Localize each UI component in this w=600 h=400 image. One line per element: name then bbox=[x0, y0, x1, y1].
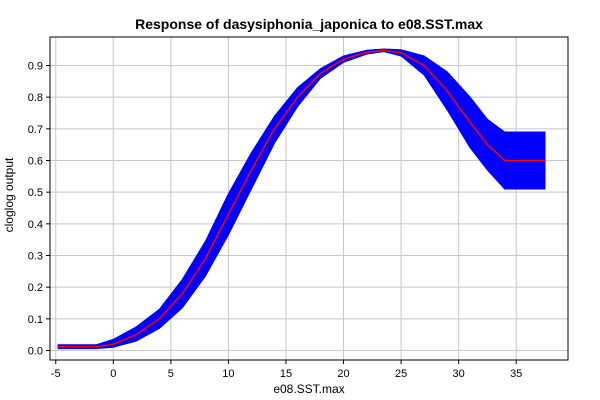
mean-response-line bbox=[58, 49, 545, 348]
plot-frame bbox=[49, 36, 569, 361]
mean-response-polyline bbox=[58, 49, 545, 348]
x-tick-label: 30 bbox=[453, 368, 465, 380]
y-tick-label: 0.5 bbox=[28, 187, 43, 199]
y-axis-label: cloglog output bbox=[2, 157, 16, 232]
x-tick-label: 20 bbox=[337, 368, 349, 380]
y-tick-label: 0.4 bbox=[28, 219, 43, 231]
grid bbox=[50, 37, 568, 360]
x-axis-ticks: -5 0 5 10 15 20 25 30 35 bbox=[51, 360, 522, 380]
x-tick-label: 0 bbox=[110, 368, 116, 380]
x-tick-label: 15 bbox=[280, 368, 292, 380]
x-tick-label: -5 bbox=[51, 368, 61, 380]
x-axis-label: e08.SST.max bbox=[273, 382, 344, 396]
chart-title: Response of dasysiphonia_japonica to e08… bbox=[135, 16, 483, 32]
confidence-band bbox=[57, 48, 546, 350]
y-tick-label: 0.8 bbox=[28, 92, 43, 104]
y-tick-label: 0.6 bbox=[28, 156, 43, 168]
confidence-band-area bbox=[57, 48, 546, 350]
x-tick-label: 10 bbox=[222, 368, 234, 380]
x-tick-label: 25 bbox=[395, 368, 407, 380]
y-tick-label: 0.2 bbox=[28, 282, 43, 294]
x-tick-label: 35 bbox=[510, 368, 522, 380]
y-tick-label: 0.0 bbox=[28, 346, 43, 358]
y-tick-label: 0.9 bbox=[28, 61, 43, 73]
y-tick-label: 0.3 bbox=[28, 251, 43, 263]
y-axis-ticks: 0.0 0.1 0.2 0.3 0.4 0.5 0.6 0.7 0.8 0.9 bbox=[28, 61, 50, 358]
y-tick-label: 0.7 bbox=[28, 124, 43, 136]
y-tick-label: 0.1 bbox=[28, 314, 43, 326]
x-tick-label: 5 bbox=[168, 368, 174, 380]
